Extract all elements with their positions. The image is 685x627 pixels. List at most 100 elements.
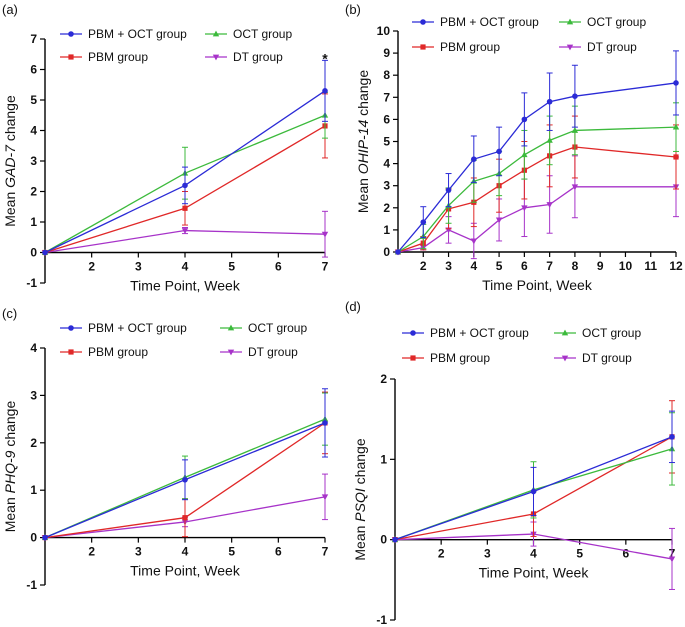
legend: PBM + OCT group OCT group PBM group DT grou… xyxy=(60,27,292,64)
legend-marker xyxy=(561,355,569,362)
x-axis-label: Time Point, Week xyxy=(482,277,593,293)
y-axis-label: Mean OHIP-14 change xyxy=(355,70,371,213)
y-tick-label: 3 xyxy=(383,179,390,193)
data-point xyxy=(322,88,328,94)
legend-marker xyxy=(68,349,74,355)
x-tick-label: 2 xyxy=(438,547,445,561)
x-tick-label: 8 xyxy=(572,259,579,273)
x-tick-label: 6 xyxy=(521,259,528,273)
x-tick-label: 7 xyxy=(322,260,329,274)
legend-marker xyxy=(420,19,426,25)
y-tick-label: -1 xyxy=(26,276,37,290)
data-point xyxy=(42,249,48,256)
y-tick-label: 7 xyxy=(30,32,37,46)
y-tick-label: 10 xyxy=(377,24,391,38)
y-tick-label: 7 xyxy=(383,90,390,104)
x-axis-label: Time Point, Week xyxy=(130,563,241,579)
series-line xyxy=(397,82,677,253)
data-point xyxy=(669,434,675,440)
x-tick-label: 11 xyxy=(644,259,657,273)
x-tick-label: 3 xyxy=(135,260,142,274)
data-point xyxy=(182,205,188,211)
legend-marker xyxy=(212,30,220,37)
legend-label: OCT group xyxy=(248,321,307,335)
y-tick-label: 4 xyxy=(30,124,37,138)
x-tick-label: 4 xyxy=(182,545,189,559)
legend-label: PBM + OCT group xyxy=(88,27,187,41)
legend: PBM + OCT group OCT group PBM group DT grou… xyxy=(402,326,641,365)
x-tick-label: 2 xyxy=(420,259,427,273)
x-tick-label: 3 xyxy=(445,259,452,273)
x-tick-label: 10 xyxy=(619,259,633,273)
series-dt xyxy=(394,155,680,260)
data-point xyxy=(672,123,680,130)
data-point xyxy=(392,536,398,543)
y-tick-label: 0 xyxy=(380,533,387,547)
series-pbm_oct xyxy=(42,388,328,541)
legend-marker xyxy=(566,18,574,25)
y-tick-label: 1 xyxy=(383,223,390,237)
data-point xyxy=(471,156,477,162)
y-tick-label: 2 xyxy=(30,185,37,199)
legend-marker xyxy=(410,355,416,361)
x-tick-label: 6 xyxy=(622,547,629,561)
x-tick-label: 2 xyxy=(88,260,95,274)
data-point xyxy=(321,494,329,501)
series-pbm_oct xyxy=(42,59,328,256)
y-tick-label: 0 xyxy=(30,246,37,260)
legend-marker xyxy=(227,349,235,356)
legend-label: DT group xyxy=(248,345,298,359)
data-point xyxy=(445,187,452,193)
x-tick-label: 6 xyxy=(275,545,282,559)
panel-label: (c) xyxy=(2,306,17,321)
x-tick-label: 9 xyxy=(597,259,604,273)
x-tick-label: 7 xyxy=(322,545,329,559)
data-point xyxy=(673,80,679,86)
legend-marker xyxy=(410,330,416,336)
data-point xyxy=(182,182,188,189)
legend-marker xyxy=(68,325,74,331)
data-point xyxy=(496,148,502,155)
y-tick-label: 3 xyxy=(30,154,37,168)
x-tick-label: 2 xyxy=(88,545,95,559)
y-axis-label: Mean PSQI change xyxy=(352,438,368,560)
data-point xyxy=(521,116,528,123)
chart-panel-1: (a) -1 0 1 2 3 4 5 6 7 2 3 4 5 6 7 Time Point, Week Mean … xyxy=(2,2,329,294)
legend-label: PBM group xyxy=(430,351,490,365)
x-tick-label: 3 xyxy=(135,545,142,559)
data-point xyxy=(546,136,553,143)
data-point xyxy=(470,238,478,245)
y-tick-label: 6 xyxy=(383,112,390,126)
panel-label: (a) xyxy=(2,2,18,17)
chart-panel-3: (c) -1 0 1 2 3 4 2 3 4 5 6 7 Time Point, Week Mean PHQ… xyxy=(2,306,329,592)
data-point xyxy=(420,219,427,225)
legend-label: DT group xyxy=(233,50,283,64)
data-point xyxy=(530,488,537,495)
y-tick-label: 9 xyxy=(383,46,390,60)
x-tick-label: 5 xyxy=(228,545,235,559)
legend-label: PBM group xyxy=(440,40,500,54)
y-tick-label: 1 xyxy=(30,215,37,229)
y-tick-label: 0 xyxy=(30,531,37,545)
data-point xyxy=(182,515,188,521)
panel-label: (b) xyxy=(345,2,361,17)
x-tick-label: 7 xyxy=(546,259,553,273)
series-pbm xyxy=(395,115,679,255)
data-point xyxy=(673,154,679,160)
series-line xyxy=(397,126,677,253)
data-point xyxy=(322,420,328,426)
y-tick-label: 5 xyxy=(30,93,37,107)
legend-marker xyxy=(68,31,74,37)
series-oct xyxy=(394,102,680,255)
legend-marker xyxy=(561,329,569,336)
y-tick-label: -1 xyxy=(26,578,37,592)
x-tick-label: 12 xyxy=(669,259,683,273)
legend-label: DT group xyxy=(587,40,637,54)
y-tick-label: 1 xyxy=(380,452,387,466)
legend: PBM + OCT group OCT group PBM group DT grou… xyxy=(60,321,307,359)
y-tick-label: 0 xyxy=(383,245,390,259)
x-tick-label: 5 xyxy=(496,259,503,273)
y-tick-label: 2 xyxy=(380,372,387,386)
